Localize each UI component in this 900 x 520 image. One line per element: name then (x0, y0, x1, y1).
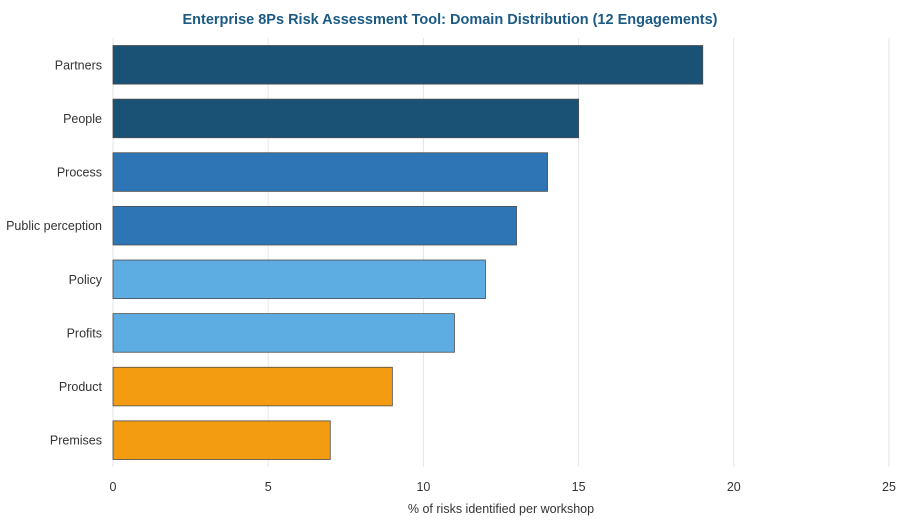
bars (112, 45, 704, 460)
bar-product (112, 366, 393, 407)
category-label: Premises (50, 434, 102, 448)
category-label: Process (57, 166, 102, 180)
x-tick-label: 25 (882, 480, 896, 494)
chart-title: Enterprise 8Ps Risk Assessment Tool: Dom… (182, 12, 717, 28)
category-label: Policy (69, 273, 103, 287)
category-label: Profits (67, 326, 102, 340)
x-tick-label: 0 (110, 480, 117, 494)
bar-public-perception (112, 205, 517, 246)
x-axis-label: % of risks identified per workshop (408, 502, 594, 516)
bar-premises (112, 420, 331, 460)
bar-process (112, 152, 548, 192)
category-label: Product (59, 380, 103, 394)
bar-people (112, 98, 580, 139)
x-tick-label: 20 (727, 480, 741, 494)
category-label: Partners (55, 58, 102, 72)
category-labels: Partners People Process Public perception Po… (6, 58, 103, 447)
x-tick-label: 5 (265, 480, 272, 494)
category-label: Public perception (6, 219, 102, 233)
bar-policy (112, 259, 486, 300)
x-tick-label: 10 (416, 480, 430, 494)
x-tick-labels: 0 5 10 15 20 25 (110, 480, 896, 494)
bar-profits (112, 313, 455, 353)
bar-partners (112, 45, 704, 85)
category-label: People (63, 112, 102, 126)
x-tick-label: 15 (572, 480, 586, 494)
